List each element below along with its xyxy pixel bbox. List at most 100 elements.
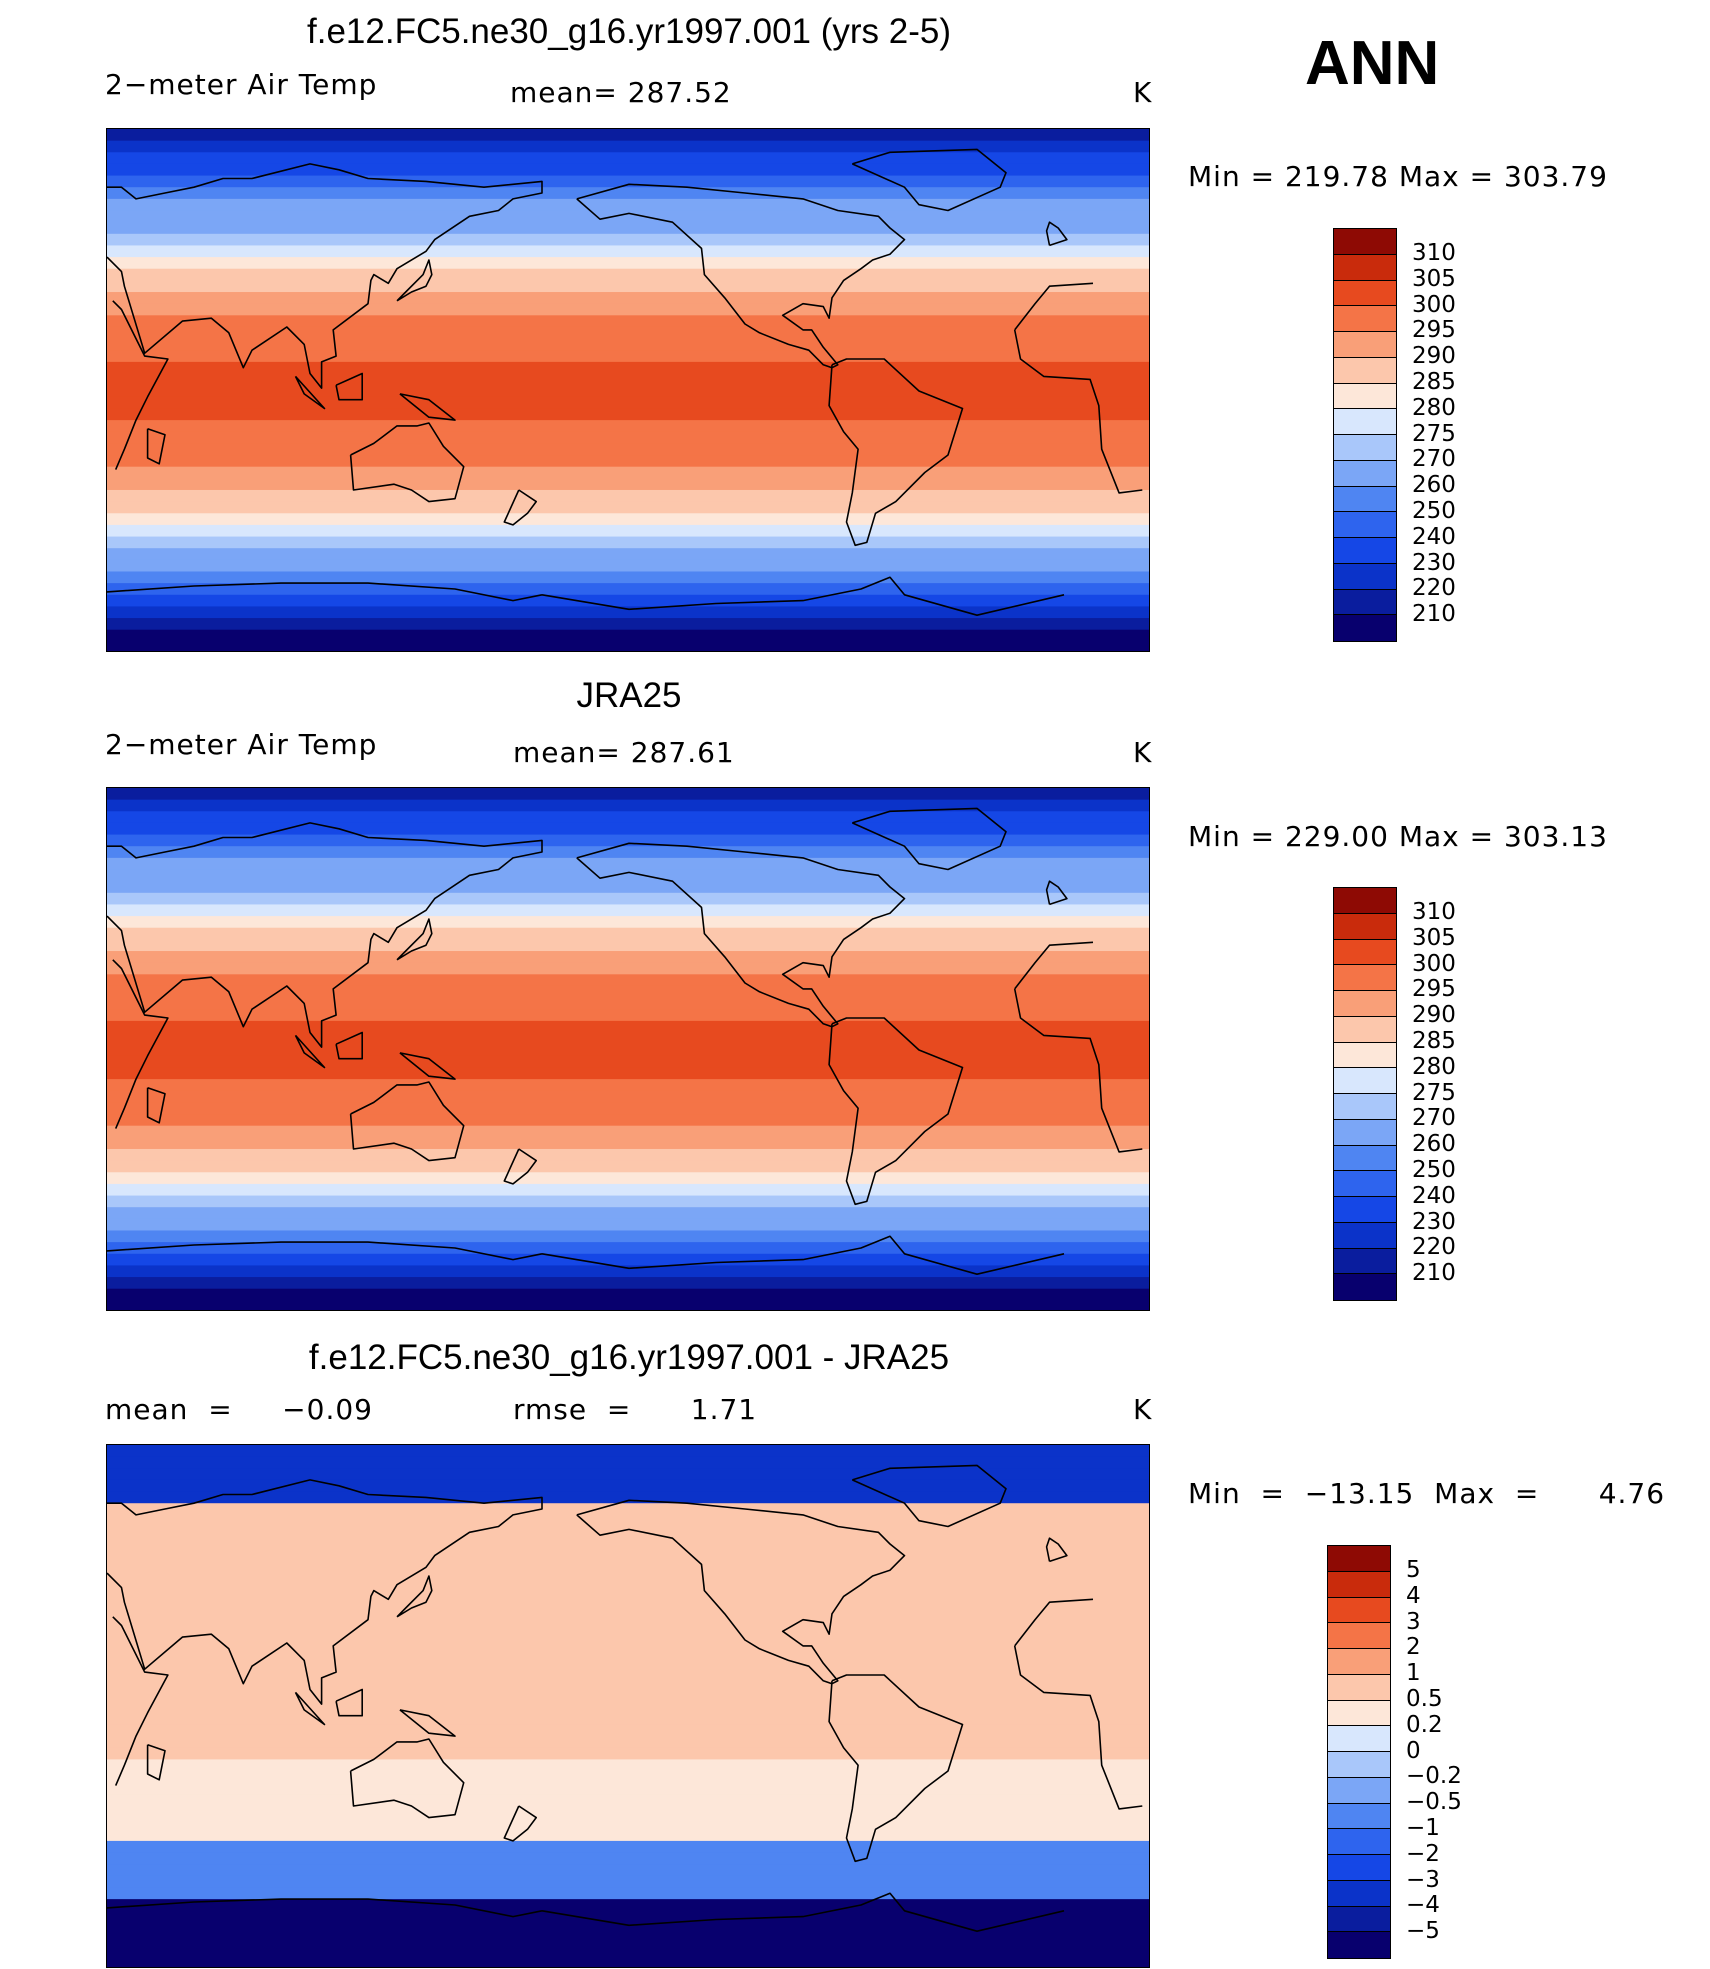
colorbar-swatch: [1328, 1855, 1390, 1881]
latitude-band: [107, 1067, 1149, 1080]
colorbar-tick-label: 270: [1412, 1105, 1456, 1132]
latitude-band: [107, 1207, 1149, 1220]
latitude-band: [107, 222, 1149, 235]
colorbar-tick-label: 5: [1406, 1557, 1421, 1583]
latitude-band: [107, 985, 1149, 999]
panel-1-mean: mean= 287.52: [510, 76, 732, 109]
latitude-band: [107, 594, 1149, 608]
colorbar-swatch: [1334, 460, 1396, 487]
colorbar-swatch: [1334, 332, 1396, 358]
latitude-band: [107, 881, 1149, 894]
panel-2-mean: mean= 287.61: [513, 736, 735, 769]
colorbar-swatch: [1334, 965, 1396, 991]
latitude-band: [107, 834, 1149, 847]
latitude-band: [107, 1137, 1149, 1150]
latitude-band: [107, 1549, 1149, 1563]
colorbar-swatch: [1328, 1803, 1390, 1830]
panel-1-title: f.e12.FC5.ne30_g16.yr1997.001 (yrs 2-5): [307, 12, 951, 51]
latitude-band: [107, 326, 1149, 340]
latitude-band: [107, 846, 1149, 859]
latitude-band: [107, 1148, 1149, 1162]
colorbar-swatch: [1334, 435, 1396, 461]
coastline: [503, 1148, 537, 1185]
latitude-band: [107, 548, 1149, 561]
colorbar-swatch: [1328, 1597, 1390, 1624]
latitude-band: [107, 1265, 1149, 1278]
colorbar-tick-label: 295: [1412, 317, 1456, 344]
latitude-band: [107, 443, 1149, 456]
coastline: [112, 282, 1143, 494]
latitude-band: [107, 1172, 1149, 1185]
colorbar-swatch: [1334, 1222, 1396, 1249]
colorbar-swatch: [1334, 939, 1396, 966]
latitude-band: [107, 1631, 1149, 1644]
colorbar-swatch: [1334, 1145, 1396, 1172]
colorbar-swatch: [1334, 1068, 1396, 1094]
latitude-band: [107, 1044, 1149, 1057]
coastline: [349, 1738, 465, 1819]
coastline: [396, 918, 433, 961]
latitude-band: [107, 198, 1149, 212]
latitude-band: [107, 1079, 1149, 1092]
latitude-band: [107, 1922, 1149, 1935]
latitude-band: [107, 1782, 1149, 1795]
coastline: [146, 428, 166, 465]
latitude-band: [107, 951, 1149, 964]
coastline: [399, 393, 456, 421]
latitude-band: [107, 1736, 1149, 1749]
colorbar-tick-label: 305: [1412, 924, 1456, 951]
latitude-band: [107, 129, 1149, 142]
colorbar-tick-label: 230: [1412, 1208, 1456, 1235]
colorbar-tick-label: 240: [1412, 523, 1456, 550]
colorbar-swatch: [1328, 1932, 1390, 1958]
latitude-band: [107, 385, 1149, 398]
colorbar-swatch: [1334, 888, 1396, 914]
colorbar-tick-label: 2: [1406, 1634, 1421, 1661]
latitude-band: [107, 1102, 1149, 1115]
colorbar-tick-label: 230: [1412, 549, 1456, 576]
latitude-band: [107, 916, 1149, 929]
latitude-band: [107, 974, 1149, 987]
colorbar-tick-label: 275: [1412, 420, 1456, 447]
latitude-band: [107, 431, 1149, 444]
latitude-band: [107, 1253, 1149, 1267]
colorbar-swatch: [1334, 383, 1396, 410]
latitude-band: [107, 373, 1149, 386]
colorbar-tick-label: 0: [1406, 1737, 1421, 1764]
coastline: [112, 1598, 1143, 1810]
coastline: [576, 183, 906, 369]
colorbar-tick-label: 3: [1406, 1608, 1421, 1635]
colorbar-tick-label: 295: [1412, 976, 1456, 1003]
colorbar-tick-label: −0.2: [1406, 1763, 1462, 1790]
latitude-band: [107, 420, 1149, 433]
colorbar-swatch: [1334, 512, 1396, 538]
colorbar-tick-label: −5: [1406, 1918, 1440, 1945]
colorbar-swatch: [1328, 1674, 1390, 1701]
coastline: [851, 1464, 1007, 1528]
latitude-band: [107, 571, 1149, 584]
colorbar-swatch: [1328, 1777, 1390, 1804]
latitude-band: [107, 1526, 1149, 1539]
latitude-band: [107, 536, 1149, 549]
panel-1-minmax: Min = 219.78 Max = 303.79: [1188, 160, 1608, 193]
colorbar-tick-label: 280: [1412, 1053, 1456, 1080]
colorbar-swatch: [1328, 1623, 1390, 1649]
latitude-band: [107, 303, 1149, 316]
colorbar-swatch: [1334, 589, 1396, 616]
colorbar-swatch: [1334, 1016, 1396, 1043]
colorbar-swatch: [1334, 1094, 1396, 1120]
coastline: [349, 1081, 465, 1162]
panel-1-units: K: [1133, 76, 1153, 109]
latitude-band: [107, 788, 1149, 801]
latitude-band: [107, 1677, 1149, 1691]
coastline: [1045, 1537, 1068, 1563]
colorbar-swatch: [1334, 1197, 1396, 1223]
latitude-band: [107, 268, 1149, 281]
latitude-band: [107, 1957, 1149, 1967]
coastline: [107, 163, 543, 389]
latitude-band: [107, 257, 1149, 270]
latitude-band: [107, 361, 1149, 375]
panel-2-colorbar: [1333, 887, 1397, 1301]
latitude-band: [107, 1817, 1149, 1830]
latitude-band: [107, 1899, 1149, 1912]
